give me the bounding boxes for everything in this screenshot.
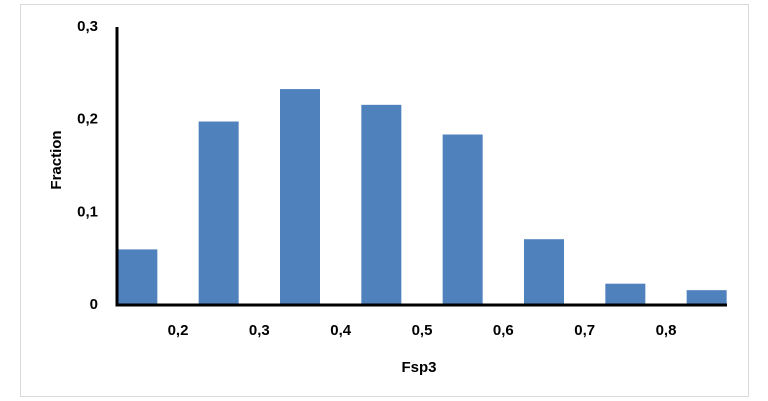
bar	[442, 134, 483, 305]
y-tick-label: 0	[90, 296, 98, 313]
x-tick-label: 0,6	[493, 322, 514, 339]
y-tick-label: 0,3	[77, 18, 98, 35]
bar	[605, 283, 646, 305]
bar	[117, 249, 158, 305]
x-tick-label: 0,3	[249, 322, 270, 339]
x-tick-label: 0,5	[412, 322, 433, 339]
y-tick-label: 0,2	[77, 111, 98, 128]
bar	[524, 239, 564, 305]
bar	[280, 89, 320, 305]
x-tick-label: 0,2	[168, 322, 189, 339]
x-tick-label: 0,7	[574, 322, 595, 339]
x-tick-label: 0,4	[330, 322, 352, 339]
x-axis-title: Fsp3	[401, 359, 436, 376]
bar	[361, 104, 402, 305]
x-tick-label: 0,8	[656, 322, 677, 339]
y-axis-title: Fraction	[48, 130, 65, 189]
y-tick-label: 0,1	[77, 203, 98, 220]
bar	[198, 121, 239, 306]
bar	[686, 290, 727, 305]
